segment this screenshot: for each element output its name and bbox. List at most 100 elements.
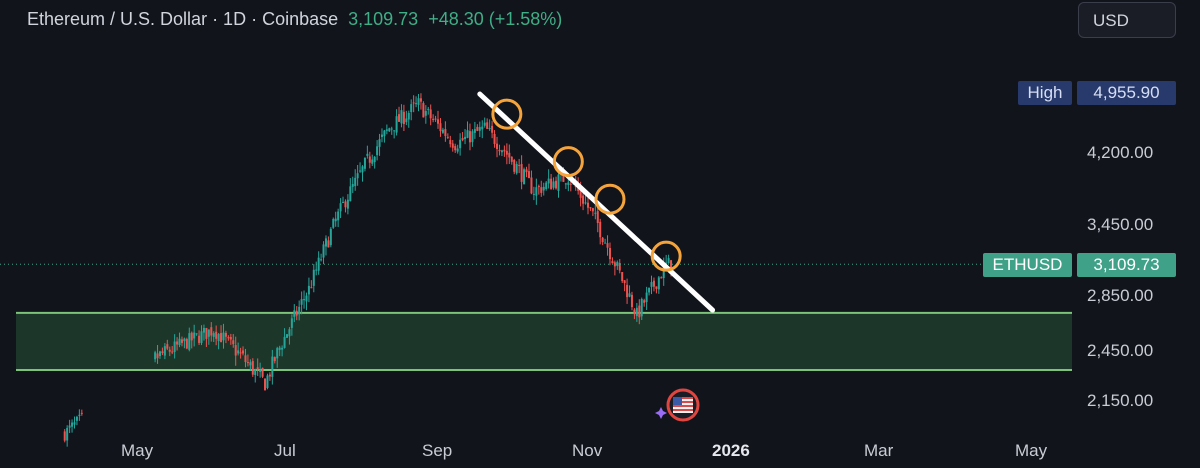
candle-body [652, 280, 655, 287]
candle-body [604, 242, 607, 244]
candle [286, 334, 288, 338]
candle-body [660, 277, 663, 279]
candle-body [224, 332, 227, 337]
candle [419, 93, 422, 110]
candle [601, 236, 604, 246]
candle-body [530, 177, 533, 194]
candle [383, 129, 386, 143]
candle [222, 323, 225, 349]
candle-body [371, 159, 374, 164]
candle [527, 163, 530, 179]
candle [239, 347, 242, 359]
candle [380, 128, 383, 143]
candle [295, 306, 298, 321]
candle-body [320, 259, 323, 261]
candle [242, 346, 245, 356]
candle-body [471, 131, 474, 143]
candle [648, 287, 651, 296]
candle-body [193, 332, 196, 339]
candle [232, 334, 235, 348]
candle [332, 217, 335, 229]
trendline-touch-circle [491, 98, 523, 130]
candle [451, 139, 454, 152]
candle-body [505, 150, 508, 155]
candle [611, 257, 614, 264]
candle-body [180, 339, 183, 343]
candle [293, 304, 296, 323]
candle-body [322, 244, 325, 258]
candle [466, 121, 469, 139]
candle-body [337, 211, 340, 221]
candle-body [398, 114, 401, 122]
candle-body [264, 378, 267, 391]
candle-body [591, 208, 594, 212]
candle [422, 101, 425, 118]
flag-stripe [673, 405, 693, 407]
candle-body [407, 112, 410, 120]
currency-button[interactable]: USD [1078, 2, 1176, 38]
candle-body [405, 118, 408, 123]
candle-body [508, 152, 511, 158]
candle [176, 337, 179, 351]
candle-body [249, 362, 252, 366]
candle [234, 336, 237, 366]
candle [491, 120, 494, 139]
candle [324, 235, 327, 256]
candle [530, 170, 533, 195]
candle [613, 260, 616, 276]
candle-body [390, 128, 393, 130]
trendline-touch-circle [650, 240, 682, 272]
candle-body [613, 262, 616, 267]
candle [402, 104, 405, 132]
candle [518, 158, 521, 174]
candle-body [542, 186, 545, 191]
candle-body [227, 337, 230, 339]
candle [655, 286, 658, 294]
candle [303, 290, 306, 309]
candle-body [518, 165, 521, 167]
candle [630, 291, 633, 311]
candle [523, 167, 526, 185]
candle [337, 208, 340, 228]
candle-body [327, 240, 330, 248]
candle-body [286, 334, 288, 338]
candle-body [527, 171, 530, 179]
flag-stripe [673, 409, 693, 411]
candle [555, 176, 558, 190]
candle-body [195, 333, 198, 335]
candle [300, 291, 303, 315]
candle-body [667, 258, 670, 264]
high-label-tag: High [1018, 81, 1072, 105]
candle [78, 409, 81, 421]
candle-body [254, 369, 257, 376]
candle-body [66, 427, 69, 441]
candle [71, 419, 74, 433]
candle-body [366, 153, 369, 156]
candle [171, 346, 174, 355]
candle-body [648, 287, 651, 293]
candle [63, 429, 66, 443]
candle [468, 123, 471, 151]
candle [73, 416, 76, 429]
candle-body [520, 164, 523, 182]
x-tick-label: Jul [274, 441, 296, 460]
candle-body [550, 178, 553, 190]
candle-body [439, 123, 442, 132]
candle [488, 119, 491, 131]
candle [227, 335, 230, 341]
candle-body [312, 269, 315, 286]
candle-body [171, 351, 174, 353]
candle [513, 158, 516, 175]
candle [224, 330, 227, 344]
candle [210, 322, 213, 342]
candle-body [356, 173, 359, 179]
candle-body [525, 169, 528, 173]
candle [268, 372, 271, 381]
candle [640, 297, 643, 320]
candle-body [437, 119, 439, 124]
candle-body [71, 422, 74, 427]
candle [621, 271, 624, 284]
candle-body [670, 260, 673, 272]
candle [363, 157, 366, 172]
